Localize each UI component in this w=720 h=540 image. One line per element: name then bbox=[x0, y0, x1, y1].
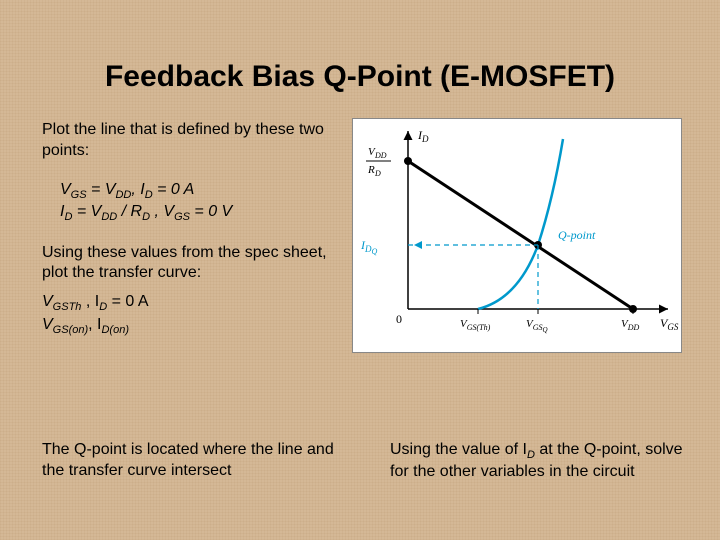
page-title: Feedback Bias Q-Point (E-MOSFET) bbox=[0, 60, 720, 94]
svg-text:0: 0 bbox=[396, 312, 402, 326]
svg-text:VDD: VDD bbox=[621, 318, 640, 332]
svg-text:D: D bbox=[374, 169, 381, 178]
left-column: Plot the line that is defined by these t… bbox=[42, 120, 342, 355]
spec-intro: Using these values from the spec sheet, … bbox=[42, 243, 342, 285]
eq-text: = V bbox=[87, 181, 116, 198]
svg-text:VGSQ: VGSQ bbox=[526, 318, 548, 334]
eq-sub: D bbox=[142, 211, 150, 223]
eq-text: V bbox=[42, 316, 53, 333]
eq-text: , I bbox=[88, 316, 101, 333]
svg-text:Q-point: Q-point bbox=[558, 228, 596, 242]
eq-text: = 0 A bbox=[107, 293, 148, 310]
eq-text: = 0 V bbox=[190, 203, 232, 220]
bottom-left-text: The Q-point is located where the line an… bbox=[42, 440, 342, 482]
svg-text:R: R bbox=[367, 164, 375, 176]
spec-values: VGSTh , ID = 0 A VGS(on), ID(on) bbox=[42, 292, 342, 337]
eq-sub: DD bbox=[101, 211, 117, 223]
eq-text: V bbox=[60, 181, 71, 198]
eq-sub: GS(on) bbox=[53, 324, 88, 336]
equation-2: ID = VDD / RD , VGS = 0 V bbox=[60, 202, 342, 224]
eq-sub: GSTh bbox=[53, 301, 82, 313]
eq-text: V bbox=[42, 293, 53, 310]
eq-sub: GS bbox=[174, 211, 190, 223]
eq-sub: D bbox=[145, 189, 153, 201]
eq-sub: D bbox=[99, 301, 107, 313]
svg-text:VGS: VGS bbox=[660, 316, 679, 332]
chart-container: IDVDDRDIDQQ-point0VGS(Th)VGSQVDDVGS bbox=[352, 118, 682, 353]
equations-block: VGS = VDD, ID = 0 A ID = VDD / RD , VGS … bbox=[42, 180, 342, 225]
eq-sub: DD bbox=[115, 189, 131, 201]
svg-text:ID: ID bbox=[417, 128, 429, 144]
text: Using the value of I bbox=[390, 441, 527, 458]
eq-text: / R bbox=[117, 203, 142, 220]
bottom-right-text: Using the value of ID at the Q-point, so… bbox=[390, 440, 690, 483]
svg-text:VGS(Th): VGS(Th) bbox=[460, 318, 491, 332]
chart-svg: IDVDDRDIDQQ-point0VGS(Th)VGSQVDDVGS bbox=[353, 119, 683, 354]
sub: D bbox=[527, 449, 535, 461]
svg-text:IDQ: IDQ bbox=[360, 238, 378, 256]
equation-1: VGS = VDD, ID = 0 A bbox=[60, 180, 342, 202]
eq-sub: D(on) bbox=[101, 324, 129, 336]
spec-line-2: VGS(on), ID(on) bbox=[42, 315, 342, 337]
eq-text: , V bbox=[150, 203, 174, 220]
svg-text:DD: DD bbox=[374, 151, 387, 160]
eq-text: = V bbox=[72, 203, 101, 220]
intro-text: Plot the line that is defined by these t… bbox=[42, 120, 342, 162]
eq-text: , I bbox=[131, 181, 144, 198]
eq-sub: GS bbox=[71, 189, 87, 201]
eq-text: , I bbox=[81, 293, 99, 310]
spec-line-1: VGSTh , ID = 0 A bbox=[42, 292, 342, 314]
eq-text: = 0 A bbox=[153, 181, 195, 198]
